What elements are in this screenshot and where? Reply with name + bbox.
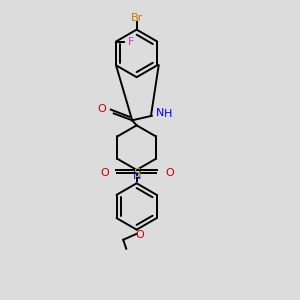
Text: H: H	[164, 109, 172, 119]
Text: S: S	[133, 167, 140, 180]
Text: N: N	[156, 108, 165, 118]
Text: O: O	[135, 230, 144, 240]
Text: O: O	[166, 168, 175, 178]
Text: O: O	[98, 104, 106, 114]
Text: F: F	[128, 37, 135, 46]
Text: Br: Br	[130, 13, 143, 23]
Text: O: O	[100, 168, 109, 178]
Text: N: N	[132, 171, 141, 181]
